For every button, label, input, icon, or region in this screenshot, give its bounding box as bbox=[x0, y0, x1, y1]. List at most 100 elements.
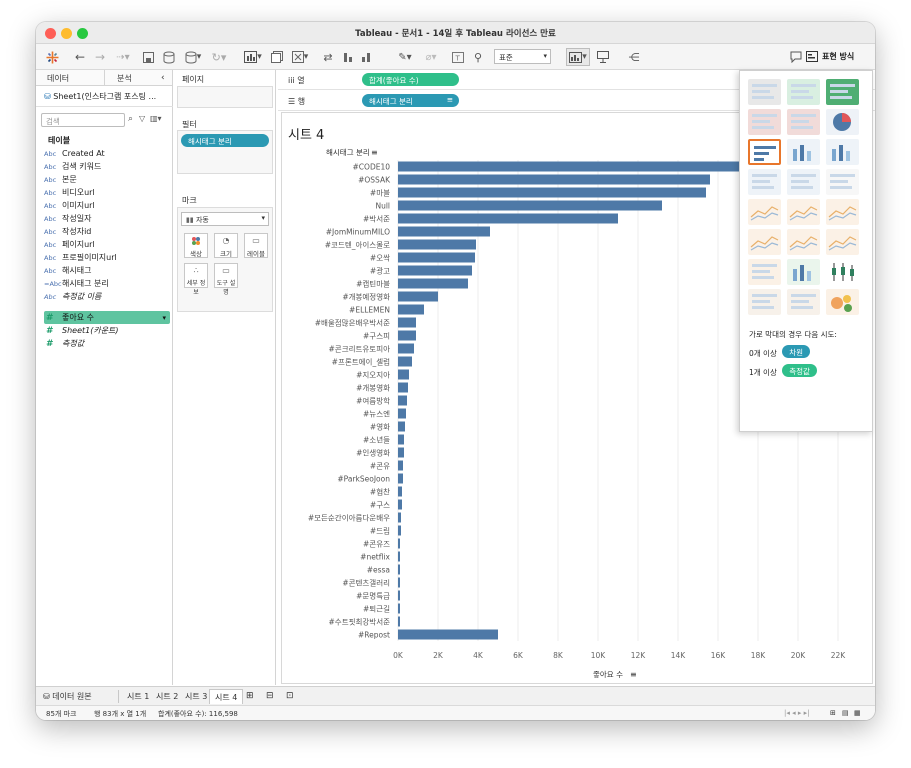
field-item[interactable]: Abc 프로필이미지url bbox=[44, 251, 117, 264]
group-members-icon[interactable]: ⌀▾ bbox=[425, 51, 437, 63]
sort-ascending-icon[interactable] bbox=[340, 48, 356, 66]
new-worksheet-icon[interactable]: ▾ bbox=[240, 48, 266, 66]
field-item[interactable]: Abc 본문 bbox=[44, 173, 77, 186]
datasource-options-icon[interactable]: ▾ bbox=[182, 48, 204, 66]
show-me-side-by-side-circles[interactable] bbox=[826, 169, 859, 195]
mark-type-dropdown[interactable]: ▮▮ 자동 ▾ bbox=[181, 212, 269, 226]
share-icon[interactable]: ⋲ bbox=[628, 50, 640, 64]
datasource-item[interactable]: ⛁ Sheet1(인스타그램 포스팅 ... bbox=[44, 91, 156, 102]
minimize-window-button[interactable] bbox=[61, 28, 72, 39]
new-dashboard-tab-icon[interactable]: ⊟ bbox=[266, 691, 274, 701]
duplicate-sheet-icon[interactable] bbox=[269, 48, 285, 66]
field-item[interactable]: Abc 측정값 이름 bbox=[44, 290, 101, 303]
measure-item[interactable]: # 측정값 bbox=[44, 337, 84, 350]
filmstrip-icon[interactable]: ▤ bbox=[842, 709, 849, 717]
show-me-gantt[interactable] bbox=[748, 289, 781, 315]
swap-rows-columns-icon[interactable]: ⇄ bbox=[323, 50, 333, 64]
view-options-icon[interactable]: ▥▾ bbox=[150, 114, 162, 123]
show-labels-icon[interactable]: T bbox=[450, 48, 466, 66]
show-me-side-by-side-bars[interactable] bbox=[826, 139, 859, 165]
show-me-dual-lines[interactable] bbox=[826, 199, 859, 225]
search-icon[interactable]: ⌕ bbox=[128, 114, 134, 124]
new-story-tab-icon[interactable]: ⊡ bbox=[286, 691, 294, 701]
show-me-circle-views[interactable] bbox=[787, 169, 820, 195]
field-item[interactable]: Abc 검색 키워드 bbox=[44, 160, 101, 173]
comment-icon[interactable] bbox=[788, 48, 804, 66]
collapse-pane-icon[interactable]: ‹ bbox=[161, 73, 165, 83]
show-me-dual-combination[interactable] bbox=[826, 229, 859, 255]
show-me-area-discrete[interactable] bbox=[787, 229, 820, 255]
close-window-button[interactable] bbox=[45, 28, 56, 39]
show-me-symbol-map[interactable] bbox=[748, 109, 781, 135]
sheet-tab[interactable]: 시트 3 bbox=[185, 692, 208, 701]
size-button[interactable]: ◔ 크기 bbox=[214, 233, 238, 258]
tooltip-button[interactable]: ▭ 도구 설명 bbox=[214, 263, 238, 296]
show-me-lines-discrete[interactable] bbox=[787, 199, 820, 225]
sheet-tab[interactable]: 시트 4 bbox=[209, 689, 244, 704]
columns-pill[interactable]: 합계(좋아요 수) bbox=[362, 73, 459, 86]
color-button[interactable]: 색상 bbox=[184, 233, 208, 258]
measure-item[interactable]: # Sheet1(카운트) bbox=[44, 324, 119, 337]
rows-shelf[interactable]: ☰ 행 해시태그 분리 ≡ bbox=[278, 92, 875, 111]
sheet-tab[interactable]: 시트 1 bbox=[127, 692, 150, 701]
show-me-scatter-plot[interactable] bbox=[748, 259, 781, 285]
label-button[interactable]: ▭ 레이블 bbox=[244, 233, 268, 258]
presentation-mode-icon[interactable] bbox=[595, 48, 611, 66]
detail-button[interactable]: ∴ 세부 정보 bbox=[184, 263, 208, 296]
field-item[interactable]: Abc 이미지url bbox=[44, 199, 95, 212]
pin-axes-icon[interactable]: ⚲ bbox=[473, 50, 483, 64]
refresh-icon[interactable]: ↻▾ bbox=[211, 50, 227, 64]
sort-descending-icon[interactable] bbox=[358, 48, 374, 66]
pages-shelf[interactable] bbox=[177, 86, 273, 108]
show-me-box-whisker[interactable] bbox=[826, 259, 859, 285]
field-item[interactable]: Abc 비디오url bbox=[44, 186, 95, 199]
tab-analysis[interactable]: 분석 bbox=[117, 74, 132, 83]
show-me-pie-chart[interactable] bbox=[826, 109, 859, 135]
forward-arrow-icon[interactable]: → bbox=[94, 50, 106, 64]
show-me-heatmap[interactable] bbox=[787, 79, 820, 105]
sheet-tab[interactable]: 시트 2 bbox=[156, 692, 179, 701]
measure-item[interactable]: # 좋아요 수 ▾ bbox=[44, 311, 170, 324]
show-me-stacked-bars[interactable] bbox=[787, 139, 820, 165]
filter-pill[interactable]: 해시태그 분리 bbox=[181, 134, 269, 147]
columns-shelf[interactable]: iii 열 합계(좋아요 수) bbox=[278, 71, 875, 90]
filters-shelf[interactable]: 해시태그 분리 bbox=[177, 130, 273, 174]
field-search-input[interactable]: 검색 bbox=[41, 113, 125, 127]
show-me-packed-bubbles[interactable] bbox=[826, 289, 859, 315]
tab-data[interactable]: 데이터 bbox=[47, 74, 70, 83]
redo-dropdown-icon[interactable]: ⇢▾ bbox=[116, 51, 130, 63]
filter-icon[interactable]: ▽ bbox=[139, 114, 146, 123]
show-me-button[interactable]: 표현 방식 bbox=[806, 47, 862, 66]
presentation-view-icon[interactable]: ▾ bbox=[566, 48, 590, 66]
show-me-lines-continuous[interactable] bbox=[748, 199, 781, 225]
new-datasource-icon[interactable] bbox=[160, 48, 178, 66]
show-me-bullet-graph[interactable] bbox=[787, 289, 820, 315]
clear-sheet-icon[interactable]: ▾ bbox=[289, 48, 311, 66]
show-me-area-continuous[interactable] bbox=[748, 229, 781, 255]
rows-pill[interactable]: 해시태그 분리 ≡ bbox=[362, 94, 459, 107]
tabs-view-icon[interactable]: ▦ bbox=[854, 709, 861, 717]
field-item[interactable]: Abc Created At bbox=[44, 147, 105, 160]
sheet-navigation-icons[interactable]: |◂ ◂ ▸ ▸| bbox=[784, 709, 810, 717]
field-item[interactable]: Abc 작성일자 bbox=[44, 212, 91, 225]
field-item[interactable]: Abc 페이지url bbox=[44, 238, 95, 251]
field-item[interactable]: Abc 작성자id bbox=[44, 225, 91, 238]
show-me-text-table[interactable] bbox=[748, 79, 781, 105]
show-me-horizontal-bars[interactable] bbox=[748, 139, 781, 165]
show-me-treemap[interactable] bbox=[748, 169, 781, 195]
datasource-tab[interactable]: ⛁ 데이터 원본 bbox=[38, 689, 97, 704]
show-me-histogram[interactable] bbox=[787, 259, 820, 285]
field-item[interactable]: =Abc 해시태그 분리 bbox=[44, 277, 109, 290]
save-icon[interactable] bbox=[140, 48, 156, 66]
show-me-filled-map[interactable] bbox=[787, 109, 820, 135]
new-worksheet-tab-icon[interactable]: ⊞ bbox=[246, 691, 254, 701]
tableau-logo-icon[interactable] bbox=[44, 48, 60, 66]
field-item[interactable]: Abc 해시태그 bbox=[44, 264, 91, 277]
fit-dropdown[interactable]: 표준 ▾ bbox=[494, 49, 551, 64]
chevron-down-icon[interactable]: ▾ bbox=[162, 313, 166, 322]
show-me-highlight-table[interactable] bbox=[826, 79, 859, 105]
sheet-sorter-icon[interactable]: ⊞ bbox=[830, 709, 836, 717]
highlight-icon[interactable]: ✎▾ bbox=[398, 51, 412, 63]
zoom-window-button[interactable] bbox=[77, 28, 88, 39]
back-arrow-icon[interactable]: ← bbox=[74, 50, 86, 64]
